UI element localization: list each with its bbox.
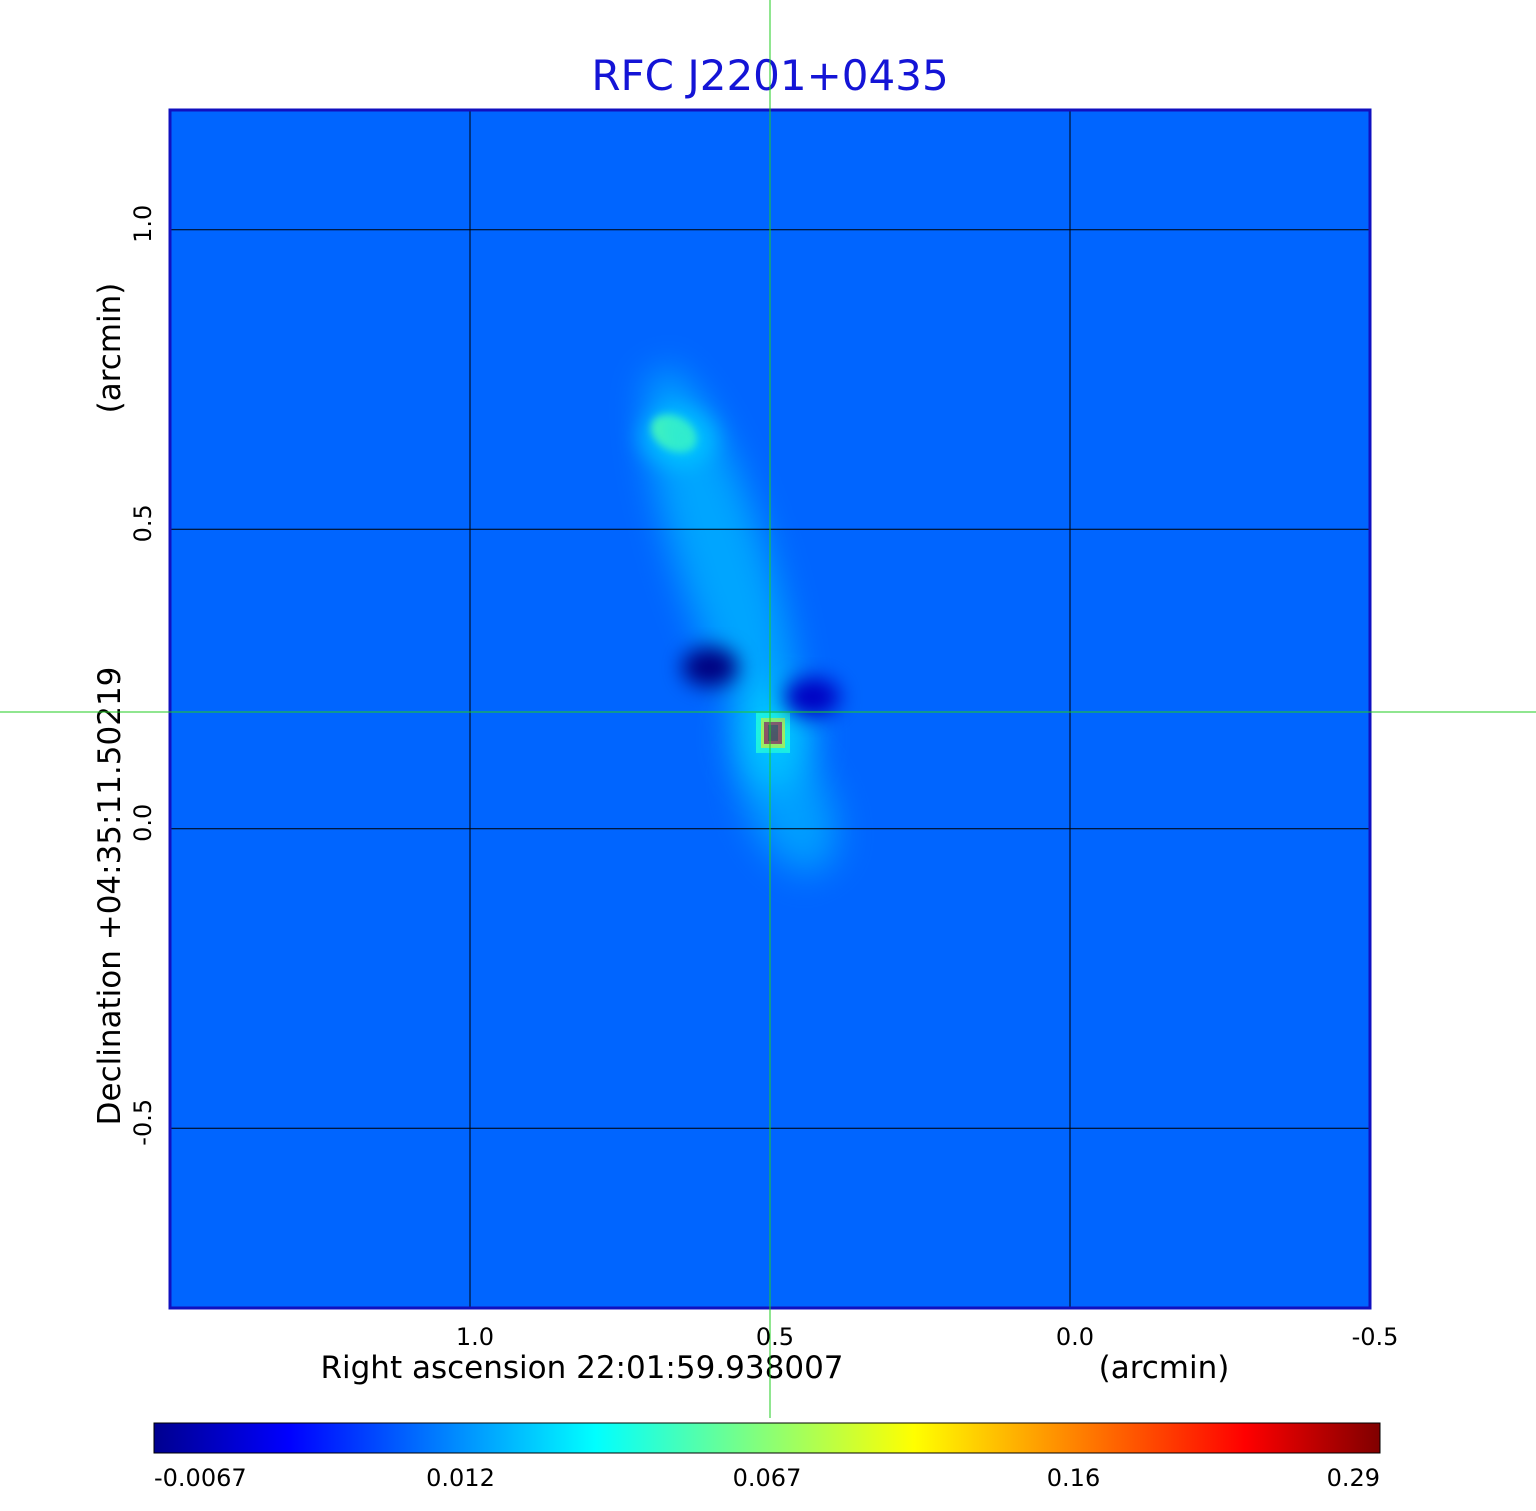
x-axis-label: Right ascension 22:01:59.938007: [320, 1350, 843, 1386]
colorbar-tick-label: -0.0067: [154, 1464, 247, 1492]
x-tick-label: 1.0: [456, 1323, 494, 1351]
feature-counterjet: [742, 740, 837, 873]
y-tick-label: 0.5: [129, 504, 157, 542]
y-axis-unit: (arcmin): [92, 283, 128, 414]
x-axis-unit: (arcmin): [1099, 1350, 1230, 1386]
colorbar: -0.0067 0.012 0.067 0.16 0.29: [153, 1422, 1381, 1492]
y-axis-ticks: 1.0 0.5 0.0 -0.5: [129, 205, 157, 1146]
colorbar-ticks: -0.0067 0.012 0.067 0.16 0.29: [154, 1464, 1380, 1492]
y-tick-label: -0.5: [129, 1099, 157, 1146]
x-tick-label: 0.5: [756, 1323, 794, 1351]
x-tick-label: -0.5: [1352, 1323, 1399, 1351]
x-axis-ticks: 1.0 0.5 0.0 -0.5: [456, 1323, 1399, 1351]
feature-negative-sidelobe-2: [784, 677, 840, 718]
colorbar-tick-label: 0.16: [1047, 1464, 1100, 1492]
colorbar-tick-label: 0.012: [426, 1464, 495, 1492]
y-tick-label: 1.0: [129, 205, 157, 243]
y-axis-label: Declination +04:35:11.50219: [92, 667, 128, 1126]
feature-jet-ridge: [646, 368, 798, 750]
y-tick-label: 0.0: [129, 804, 157, 842]
crosshair: [0, 0, 1536, 1418]
feature-negative-sidelobe-1: [682, 647, 738, 688]
emission-features: [638, 368, 840, 873]
colorbar-tick-label: 0.29: [1327, 1464, 1380, 1492]
x-tick-label: 0.0: [1056, 1323, 1094, 1351]
colorbar-gradient: [153, 1422, 1381, 1454]
colorbar-tick-label: 0.067: [733, 1464, 802, 1492]
